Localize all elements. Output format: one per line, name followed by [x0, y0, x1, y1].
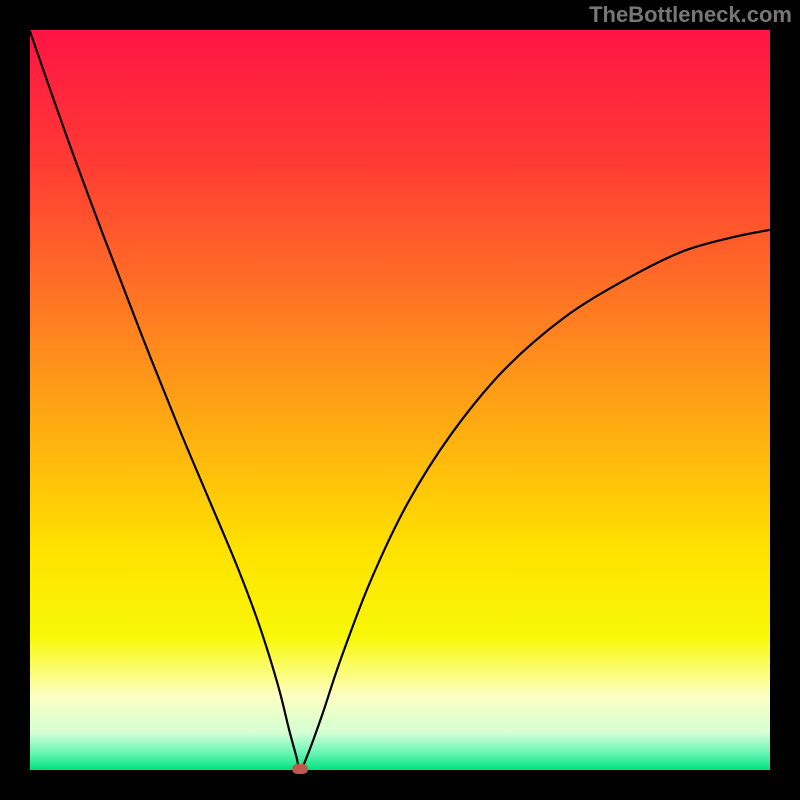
chart-svg	[0, 0, 800, 800]
plot-gradient-background	[30, 30, 770, 770]
watermark-text: TheBottleneck.com	[589, 0, 800, 28]
min-point-marker	[292, 764, 308, 774]
